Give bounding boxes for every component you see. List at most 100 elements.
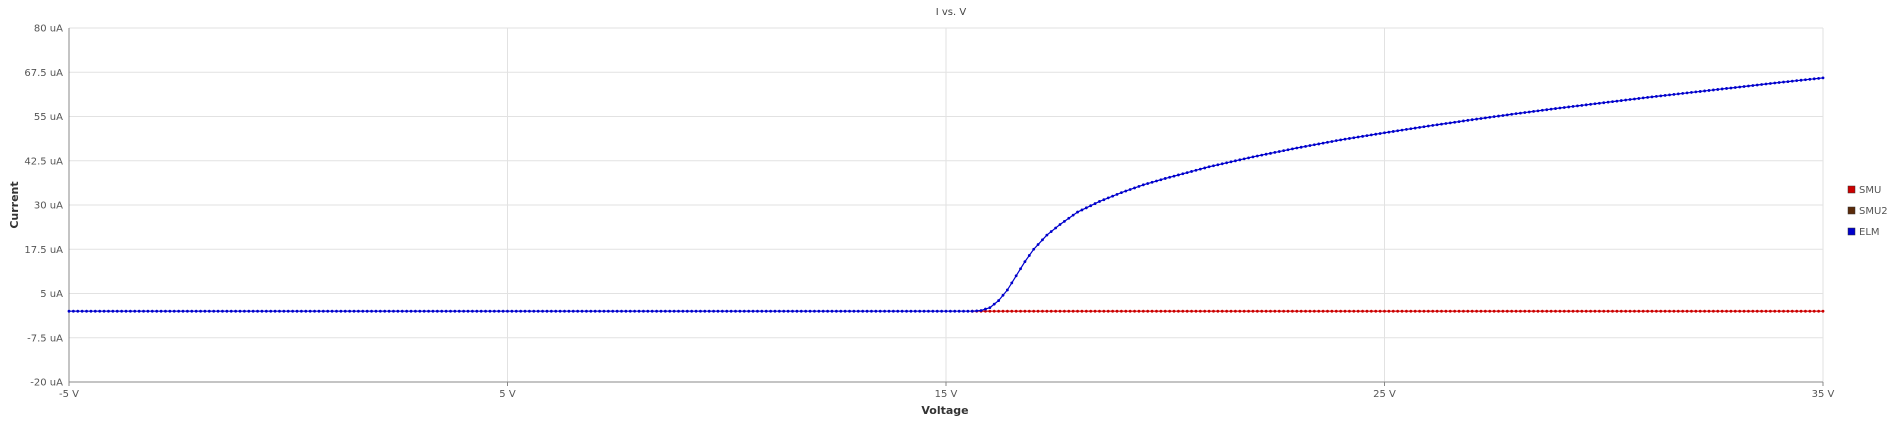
data-point bbox=[1751, 84, 1755, 87]
data-point bbox=[1001, 293, 1005, 297]
data-point bbox=[747, 309, 751, 313]
data-point bbox=[1365, 309, 1369, 313]
legend-label: ELM bbox=[1859, 227, 1880, 238]
data-point bbox=[1593, 102, 1597, 106]
data-point bbox=[199, 309, 202, 313]
data-point bbox=[243, 309, 246, 313]
data-point bbox=[1624, 309, 1628, 313]
data-point bbox=[1220, 309, 1224, 313]
data-point bbox=[1698, 309, 1702, 313]
data-point bbox=[1326, 309, 1329, 313]
data-point bbox=[1203, 166, 1207, 170]
data-point bbox=[1619, 309, 1623, 313]
data-point bbox=[795, 309, 799, 313]
data-point bbox=[1343, 137, 1347, 141]
data-point bbox=[1466, 309, 1470, 313]
data-point bbox=[962, 309, 965, 313]
data-point bbox=[1422, 125, 1426, 129]
data-point bbox=[1185, 309, 1189, 313]
data-point bbox=[1799, 309, 1803, 313]
data-point bbox=[98, 309, 102, 313]
data-point bbox=[194, 309, 198, 313]
data-point bbox=[120, 309, 124, 313]
data-point bbox=[1019, 309, 1022, 313]
data-point bbox=[1628, 98, 1632, 101]
data-point bbox=[1584, 103, 1588, 107]
data-point bbox=[1150, 180, 1154, 184]
data-point bbox=[589, 309, 593, 313]
data-point bbox=[1216, 163, 1220, 167]
data-point bbox=[558, 309, 562, 313]
data-point bbox=[1387, 130, 1391, 134]
data-point bbox=[1462, 119, 1465, 123]
data-point bbox=[1440, 122, 1443, 126]
data-point bbox=[1637, 309, 1641, 313]
data-point bbox=[1334, 309, 1338, 313]
data-point bbox=[1255, 154, 1259, 158]
data-point bbox=[1120, 309, 1123, 313]
data-point bbox=[1593, 309, 1597, 313]
data-point bbox=[1444, 122, 1448, 125]
grid bbox=[68, 27, 1824, 383]
data-point bbox=[1238, 158, 1242, 162]
data-point bbox=[1177, 309, 1180, 313]
data-point bbox=[1641, 309, 1645, 313]
data-point bbox=[1457, 120, 1461, 123]
data-point bbox=[1488, 115, 1492, 119]
data-point bbox=[1668, 93, 1671, 97]
data-point bbox=[694, 309, 698, 313]
data-point bbox=[1628, 309, 1632, 313]
data-point bbox=[1606, 309, 1610, 313]
data-point bbox=[1027, 309, 1031, 313]
data-point bbox=[1304, 309, 1307, 313]
data-point bbox=[1282, 309, 1286, 313]
data-point bbox=[1426, 309, 1430, 313]
data-point bbox=[883, 309, 887, 313]
data-point bbox=[1093, 202, 1097, 205]
data-point bbox=[1348, 309, 1351, 313]
data-point bbox=[896, 309, 900, 313]
data-point bbox=[326, 309, 330, 313]
data-point bbox=[1654, 94, 1658, 98]
data-point bbox=[1014, 274, 1018, 278]
data-point bbox=[650, 309, 654, 313]
data-point bbox=[799, 309, 803, 313]
data-point bbox=[1229, 309, 1233, 313]
data-point bbox=[1396, 129, 1400, 133]
data-point bbox=[1220, 162, 1224, 166]
data-point bbox=[659, 309, 663, 313]
data-point bbox=[918, 309, 922, 313]
data-point bbox=[703, 309, 707, 313]
axes: -20 uA -7.5 uA 5 uA 17.5 uA 30 uA 42.5 uA 55 u… bbox=[24, 24, 1834, 401]
data-point bbox=[545, 309, 549, 313]
data-point bbox=[352, 309, 356, 313]
data-point bbox=[111, 309, 115, 313]
data-point bbox=[1707, 89, 1711, 92]
data-point bbox=[1475, 309, 1478, 313]
data-point bbox=[1115, 192, 1119, 196]
data-point bbox=[1058, 309, 1062, 313]
data-point bbox=[1049, 230, 1053, 233]
data-point bbox=[457, 309, 461, 313]
data-point bbox=[1089, 309, 1093, 313]
data-point bbox=[1190, 309, 1193, 313]
data-point bbox=[273, 309, 277, 313]
data-point bbox=[1247, 156, 1250, 160]
data-point bbox=[1659, 309, 1663, 313]
data-point bbox=[1812, 309, 1816, 313]
data-point bbox=[383, 309, 387, 313]
data-point bbox=[830, 309, 834, 313]
data-point bbox=[159, 309, 163, 313]
data-point bbox=[216, 309, 220, 313]
data-point bbox=[1519, 111, 1522, 115]
data-point bbox=[1777, 81, 1781, 84]
data-point bbox=[1431, 124, 1435, 127]
data-point bbox=[1365, 134, 1369, 138]
data-point bbox=[1383, 309, 1386, 313]
data-point bbox=[699, 309, 702, 313]
data-point bbox=[887, 309, 891, 313]
data-point bbox=[1602, 309, 1606, 313]
data-point bbox=[1685, 309, 1689, 313]
legend-item-elm: ELM bbox=[1847, 227, 1880, 238]
data-point bbox=[1624, 98, 1628, 102]
